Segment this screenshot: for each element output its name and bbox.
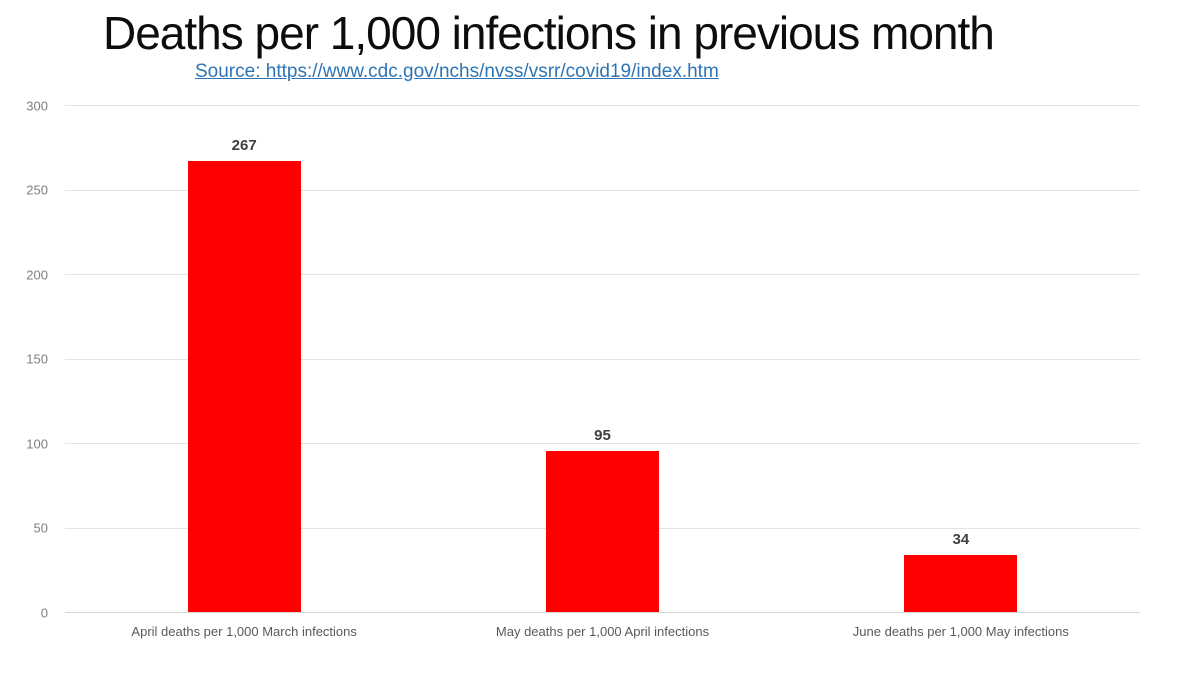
bar-category-label-2: May deaths per 1,000 April infections xyxy=(495,624,710,639)
bar-3 xyxy=(904,554,1018,612)
y-tick-label-100: 100 xyxy=(26,436,48,451)
y-tick-label-50: 50 xyxy=(33,520,48,536)
bar-category-label-1: April deaths per 1,000 March infections xyxy=(131,624,357,639)
bar-category-label-3: June deaths per 1,000 May infections xyxy=(852,624,1069,639)
bar-value-label-1: 267 xyxy=(231,136,257,154)
bar-value-label-2: 95 xyxy=(594,427,611,445)
chart-title: Deaths per 1,000 infections in previous … xyxy=(103,7,995,59)
y-tick-label-250: 250 xyxy=(26,182,48,198)
bar-2 xyxy=(546,451,659,612)
gridline-y-300 xyxy=(65,105,1140,106)
y-tick-label-300: 300 xyxy=(26,98,48,113)
gridline-y-200 xyxy=(65,274,1140,275)
gridline-y-0 xyxy=(65,612,1140,613)
y-tick-label-200: 200 xyxy=(26,267,48,282)
gridline-y-100 xyxy=(65,443,1140,444)
y-tick-label-0: 0 xyxy=(40,605,48,620)
source-hyperlink[interactable]: Source: https://www.cdc.gov/nchs/nvss/vs… xyxy=(195,61,719,82)
bar-1 xyxy=(187,160,301,612)
y-tick-label-150: 150 xyxy=(26,351,48,367)
gridline-y-150 xyxy=(65,358,1140,360)
gridline-y-250 xyxy=(65,189,1140,191)
bar-value-label-3: 34 xyxy=(952,530,970,548)
